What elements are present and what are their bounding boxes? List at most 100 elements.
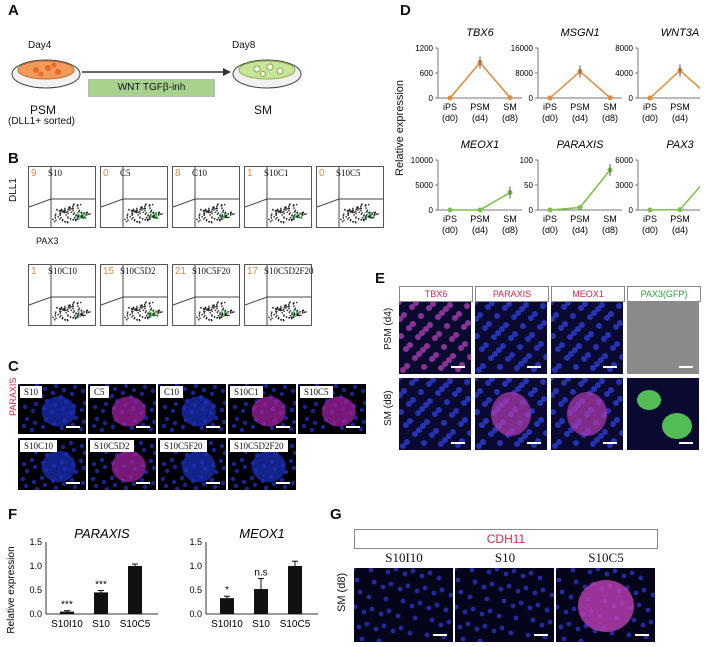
sample-tag: S10 <box>20 386 43 398</box>
y-tick-label: 6000 <box>615 156 633 165</box>
day-right-label: Day8 <box>232 40 256 51</box>
significance-label: * <box>225 585 229 596</box>
flow-bottom-percent: 0 <box>220 309 226 320</box>
paraxis-image: S10C1 <box>228 384 296 434</box>
x-tick-sublabel: (d0) <box>542 225 558 235</box>
data-point <box>447 95 453 101</box>
panel-label-g: G <box>330 506 342 523</box>
line-chart: PARAXIS 0 50 100 iPS(d0) PSM(d4) SM(d8) <box>520 139 622 235</box>
y-tick-label: 16000 <box>511 44 534 53</box>
y-tick-label: 10000 <box>411 156 434 165</box>
chart-title: WNT3A <box>661 27 700 39</box>
bar <box>94 592 108 614</box>
category-label: S10C5 <box>120 619 151 630</box>
scale-bar <box>206 426 220 428</box>
bar-chart-title: MEOX1 <box>239 526 285 541</box>
dll1-axis-label: DLL1 <box>8 178 19 202</box>
x-tick-sublabel: (d4) <box>472 113 488 123</box>
y-tick-label: 3000 <box>615 181 633 190</box>
x-tick-sublabel: (d0) <box>442 113 458 123</box>
treatment-box: WNT TGFβ-inh <box>88 79 215 97</box>
f-ylabel: Relative expression <box>6 546 17 633</box>
x-tick-label: iPS <box>643 102 657 112</box>
flow-sample-label: S10C5D2F20 <box>264 266 314 276</box>
y-tick-label: 0 <box>429 94 434 103</box>
y-tick-label: 0.5 <box>189 585 202 595</box>
scale-bar <box>346 426 360 428</box>
stain-image <box>627 378 699 450</box>
flow-plot <box>28 264 96 326</box>
stain-header: TBX6 <box>399 286 473 302</box>
scale-bar <box>206 482 220 484</box>
flow-sample-label: S10 <box>48 168 63 178</box>
chart-title: MEOX1 <box>461 139 500 151</box>
series-line <box>549 169 611 211</box>
x-tick-sublabel: (d8) <box>602 225 618 235</box>
y-tick-label: 50 <box>524 181 533 190</box>
x-tick-sublabel: (d8) <box>602 113 618 123</box>
x-tick-sublabel: (d8) <box>502 113 518 123</box>
bar-chart: MEOX1 0.0 0.5 1.0 1.5 * S10I10 n.s S10 S10C5 <box>189 526 318 630</box>
flow-plot <box>100 166 168 228</box>
series-line <box>649 185 700 211</box>
cdh11-column-label: S10 <box>494 550 516 565</box>
y-tick-label: 100 <box>520 156 534 165</box>
sm-label: SM <box>254 103 272 117</box>
panel-label-c: C <box>8 358 19 375</box>
y-tick-label: 0 <box>429 206 434 215</box>
data-point <box>647 207 653 213</box>
scale-bar <box>136 482 150 484</box>
cdh11-header: CDH11 <box>354 529 658 549</box>
flow-bottom-percent: 0 <box>220 211 226 222</box>
cdh11-image <box>354 568 453 642</box>
sample-tag: S10C5F20 <box>160 440 207 452</box>
sample-tag: S10C5D2F20 <box>230 440 288 452</box>
y-tick-label: 0 <box>529 94 534 103</box>
flow-top-percent: 21 <box>175 266 187 277</box>
flow-plot <box>28 166 96 228</box>
flow-plot <box>172 166 240 228</box>
bar <box>60 611 74 614</box>
bar <box>254 589 268 614</box>
data-point <box>547 207 553 213</box>
stain-image <box>475 378 547 450</box>
x-tick-label: SM <box>603 102 617 112</box>
sm-d8-row-label-g: SM (d8) <box>336 572 348 612</box>
panel-label-d: D <box>400 2 411 19</box>
x-tick-sublabel: (d0) <box>542 113 558 123</box>
panel-d-line-charts: TBX606001200iPS(d0)PSM(d4)SM(d8)MSGN1080… <box>411 27 700 235</box>
chart-title: MSGN1 <box>560 27 599 39</box>
bar <box>128 566 142 614</box>
y-tick-label: 600 <box>420 69 434 78</box>
category-label: S10I10 <box>51 619 83 630</box>
x-tick-sublabel: (d0) <box>442 225 458 235</box>
line-chart: MSGN1 0 8000 16000 iPS(d0) PSM(d4) SM(d8) <box>511 27 622 123</box>
scale-bar <box>276 426 290 428</box>
x-tick-label: iPS <box>643 214 657 224</box>
scale-bar <box>603 366 617 368</box>
x-tick-label: PSM <box>570 214 590 224</box>
stain-image <box>399 302 471 374</box>
cdh11-image <box>455 568 554 642</box>
x-tick-sublabel: (d4) <box>672 113 688 123</box>
flow-top-percent: 1 <box>247 168 253 179</box>
bar-chart: PARAXIS 0.0 0.5 1.0 1.5 *** S10I10 *** S10 S10C5 <box>29 526 158 630</box>
category-label: S10C5 <box>280 619 311 630</box>
x-tick-sublabel: (d4) <box>472 225 488 235</box>
y-tick-label: 1.5 <box>29 537 42 547</box>
x-tick-label: PSM <box>670 214 690 224</box>
y-tick-label: 0.0 <box>29 609 42 619</box>
line-chart: TBX6 0 600 1200 iPS(d0) PSM(d4) SM(d8) <box>415 27 522 123</box>
significance-label: *** <box>61 600 73 611</box>
scale-bar <box>451 366 465 368</box>
flow-bottom-percent: 0 <box>292 309 298 320</box>
significance-label: *** <box>95 579 107 590</box>
scale-bar <box>603 442 617 444</box>
flow-bottom-percent: 1 <box>76 309 82 320</box>
paraxis-image: S10 <box>18 384 86 434</box>
flow-sample-label: S10C10 <box>48 266 78 276</box>
sample-tag: C10 <box>160 386 184 398</box>
scale-bar <box>136 426 150 428</box>
y-tick-label: 5000 <box>415 181 433 190</box>
